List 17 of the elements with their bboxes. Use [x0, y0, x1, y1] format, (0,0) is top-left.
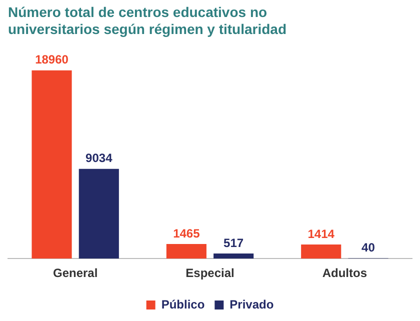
x-tick-label: General [52, 266, 98, 280]
bar [32, 70, 72, 259]
data-label: 18960 [35, 52, 69, 67]
chart-title: Número total de centros educativos no universitarios según régimen y titularidad [8, 4, 288, 38]
legend-label: Privado [230, 297, 274, 312]
data-label: 1414 [308, 226, 335, 241]
data-label: 1465 [173, 226, 200, 240]
bar [301, 244, 342, 259]
x-tick-label: Especial [186, 266, 234, 280]
x-tick-label: Adultos [322, 266, 368, 280]
data-label: 9034 [86, 151, 113, 166]
bar [166, 244, 206, 259]
legend-label: Público [161, 297, 205, 312]
data-label: 517 [224, 236, 244, 250]
data-label: 40 [362, 240, 376, 255]
bar [214, 253, 254, 259]
bar [78, 168, 119, 259]
